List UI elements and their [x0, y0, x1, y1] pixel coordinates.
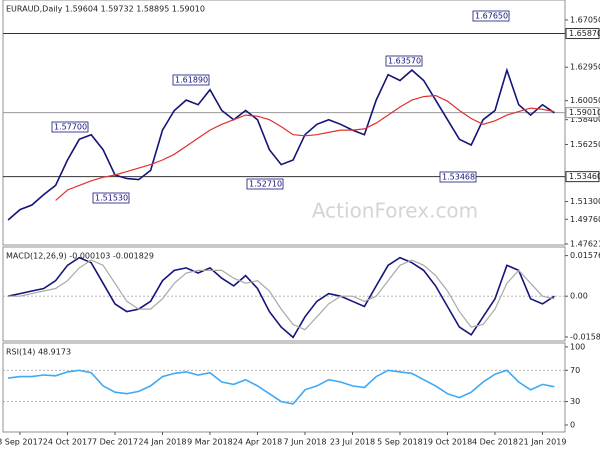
panel-title: RSI(14) 48.9173: [6, 348, 71, 357]
watermark: ActionForex.com: [312, 199, 478, 223]
level-box: [565, 171, 600, 183]
series-line: [7, 67, 555, 221]
y-tick-label: 1.62950: [570, 63, 600, 72]
annotation-label: 1.63570: [388, 57, 421, 66]
y-tick-label: 0.015762: [570, 251, 600, 260]
x-tick-label: 5 Sep 2018: [377, 438, 423, 447]
annotation-box: [92, 192, 130, 204]
annotation-box: [472, 10, 510, 22]
panel-title: EURAUD,Daily 1.59604 1.59732 1.58895 1.5…: [6, 5, 205, 14]
y-tick-label: 30: [570, 397, 580, 406]
y-tick-label: 100: [570, 342, 585, 351]
y-tick-label: 0: [570, 420, 575, 429]
panel-title: MACD(12,26,9) -0.000103 -0.001829: [6, 252, 154, 261]
y-tick-label: 1.67050: [570, 15, 600, 24]
level-label: 1.53460: [569, 172, 600, 181]
x-tick-label: 7 Jun 2018: [283, 438, 326, 447]
x-tick-label: 4 Dec 2018: [472, 438, 518, 447]
series-line: [7, 369, 555, 405]
x-tick-label: 24 Apr 2018: [233, 438, 282, 447]
annotation-box: [246, 178, 284, 190]
x-tick-label: 24 Oct 2017: [43, 438, 92, 447]
panel-frame: [2, 342, 566, 433]
series-line: [7, 256, 555, 339]
annotation-box: [172, 74, 210, 86]
annotation-label: 1.53468: [442, 173, 475, 182]
annotation-label: 1.52710: [249, 180, 282, 189]
annotation-box: [51, 121, 89, 133]
y-tick-label: 1.56250: [570, 140, 600, 149]
annotation-label: 1.61890: [175, 76, 208, 85]
annotation-label: 1.57700: [54, 123, 87, 132]
panel-frame: [2, 246, 566, 342]
y-tick-label: 1.60050: [570, 96, 600, 105]
y-tick-label: 1.47621: [570, 239, 600, 248]
level-box: [565, 28, 600, 40]
annotation-box: [439, 171, 477, 183]
series-line: [8, 259, 555, 331]
x-tick-label: 24 Jan 2018: [138, 438, 186, 447]
level-box: [565, 107, 600, 119]
y-tick-label: 0.00: [570, 292, 588, 301]
y-tick-label: 70: [570, 366, 580, 375]
y-tick-label: 1.58400: [570, 115, 600, 124]
annotation-label: 1.67650: [475, 12, 508, 21]
x-tick-label: 8 Sep 2017: [0, 438, 43, 447]
series-line: [55, 94, 555, 201]
annotation-box: [385, 55, 423, 67]
x-tick-label: 7 Dec 2017: [92, 438, 138, 447]
x-tick-label: 9 Mar 2018: [187, 438, 233, 447]
level-label: 1.65870: [569, 29, 600, 38]
y-tick-label: 1.51300: [570, 197, 600, 206]
x-tick-label: 23 Jul 2018: [330, 438, 375, 447]
level-label: 1.59010: [569, 108, 600, 117]
panel-frame: [2, 0, 566, 246]
x-tick-label: 19 Oct 2018: [423, 438, 472, 447]
y-tick-label: 1.49760: [570, 215, 600, 224]
y-tick-label: -0.015834: [570, 332, 600, 341]
annotation-label: 1.51530: [95, 194, 128, 203]
x-tick-label: 21 Jan 2019: [518, 438, 566, 447]
